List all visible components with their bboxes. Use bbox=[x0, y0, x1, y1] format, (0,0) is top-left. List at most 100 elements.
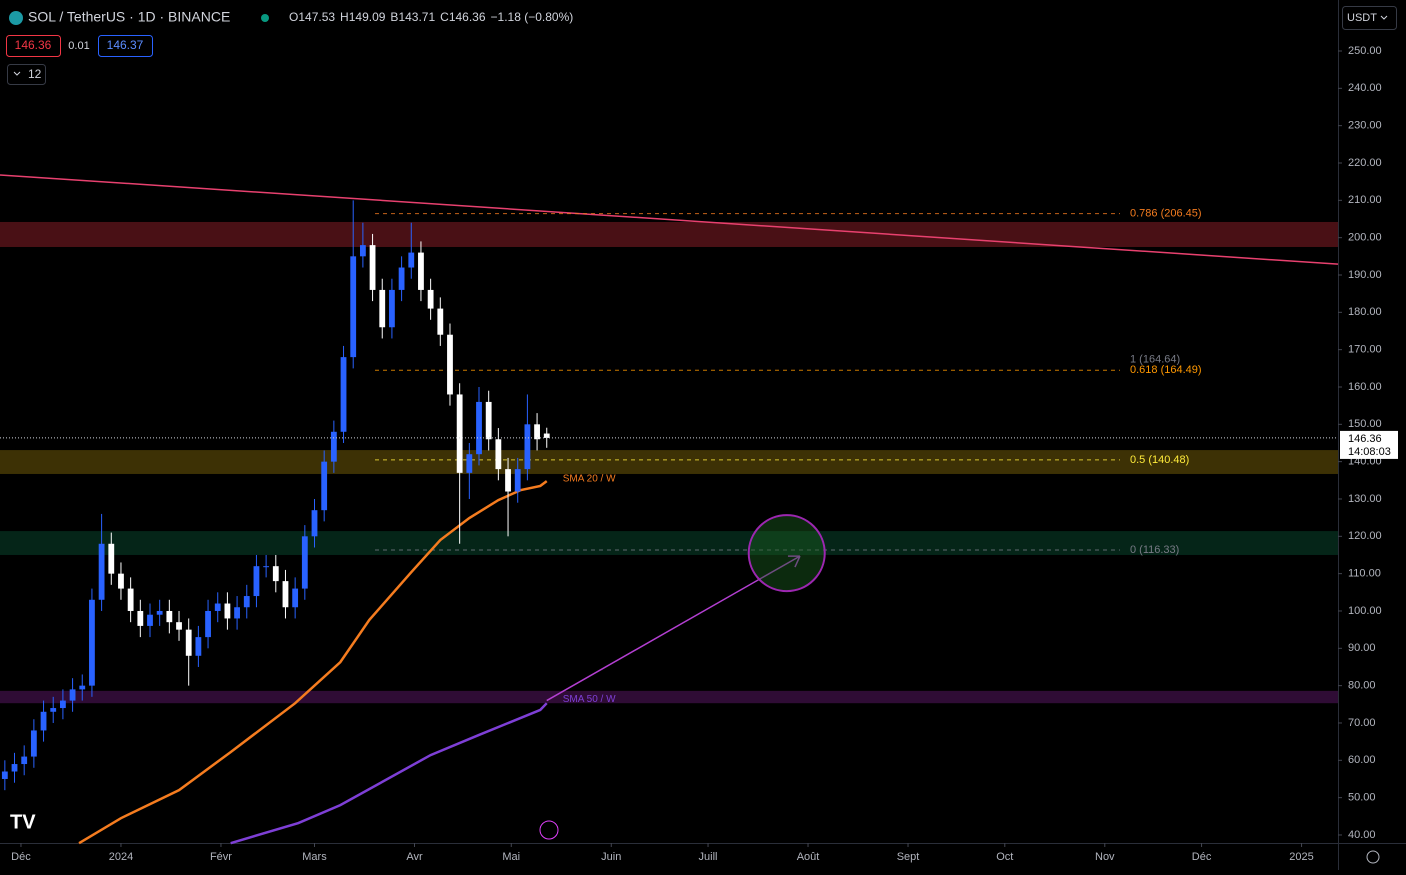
candle-body bbox=[214, 603, 221, 611]
y-tick-label: 40.00 bbox=[1348, 829, 1376, 841]
candle-body bbox=[98, 543, 105, 600]
candle-body bbox=[69, 689, 76, 701]
indicators-count[interactable]: 12 bbox=[28, 67, 42, 81]
candle-body bbox=[543, 433, 550, 438]
candle-body bbox=[495, 439, 502, 470]
spread: 0.01 bbox=[68, 40, 89, 52]
y-tick-label: 150.00 bbox=[1348, 418, 1382, 430]
x-tick-label: Nov bbox=[1095, 851, 1115, 863]
y-tick-label: 70.00 bbox=[1348, 717, 1376, 729]
indicators-toggle[interactable] bbox=[7, 64, 46, 85]
settings-icon[interactable] bbox=[1366, 850, 1380, 864]
candle-body bbox=[359, 245, 366, 257]
candle-body bbox=[456, 394, 463, 473]
candle-body bbox=[466, 454, 473, 473]
y-tick-label: 190.00 bbox=[1348, 269, 1382, 281]
y-tick-label: 120.00 bbox=[1348, 530, 1382, 542]
ohlc-value: 147.53 bbox=[298, 10, 335, 24]
currency[interactable]: USDT bbox=[1347, 12, 1377, 24]
candle-body bbox=[272, 566, 279, 582]
y-tick-label: 160.00 bbox=[1348, 381, 1382, 393]
candle-body bbox=[350, 256, 357, 358]
x-tick-label: 2024 bbox=[109, 851, 133, 863]
candle-body bbox=[224, 603, 231, 619]
last-price-box bbox=[1340, 430, 1398, 459]
ohlc-value: 149.09 bbox=[349, 10, 386, 24]
ohlc-key: H bbox=[340, 10, 349, 24]
candle-body bbox=[127, 588, 134, 611]
x-tick-label: Oct bbox=[996, 851, 1013, 863]
y-tick-label: 100.00 bbox=[1348, 605, 1382, 617]
candle-body bbox=[476, 401, 482, 455]
candle-body bbox=[437, 308, 444, 335]
logo[interactable]: TV bbox=[10, 811, 36, 833]
candle-body bbox=[147, 614, 153, 626]
candle-body bbox=[30, 730, 37, 757]
currency-select[interactable] bbox=[1342, 6, 1397, 30]
events-icon[interactable] bbox=[539, 820, 559, 840]
candle-body bbox=[447, 334, 453, 395]
ohlc-key: B bbox=[390, 10, 398, 24]
candle-body bbox=[369, 245, 376, 290]
target bbox=[747, 514, 826, 593]
bid[interactable]: 146.36 bbox=[15, 38, 52, 52]
candle-body bbox=[282, 581, 289, 608]
sell-button[interactable] bbox=[6, 35, 61, 57]
ask[interactable]: 146.37 bbox=[107, 38, 144, 52]
candle-body bbox=[340, 357, 347, 432]
y-tick-label: 230.00 bbox=[1348, 120, 1382, 132]
candle-body bbox=[505, 469, 511, 492]
candle-body bbox=[263, 566, 270, 568]
candle-body bbox=[292, 588, 299, 608]
candle-body bbox=[243, 596, 250, 608]
x-tick-label: Déc bbox=[1192, 851, 1212, 863]
candle-body bbox=[108, 543, 115, 574]
candle-body bbox=[40, 711, 47, 731]
candle-body bbox=[176, 622, 182, 630]
x-tick-label: Sept bbox=[897, 851, 920, 863]
candle-body bbox=[408, 252, 415, 268]
zone bbox=[0, 531, 1338, 555]
candle-body bbox=[321, 461, 328, 511]
candle-body bbox=[514, 469, 521, 492]
ohlc: O147.53 H149.09 B143.71 C146.36 −1.18 (−0.80… bbox=[289, 10, 573, 24]
candle-body bbox=[166, 610, 173, 623]
arrow bbox=[546, 555, 801, 702]
candle-body bbox=[427, 289, 434, 309]
chevron-icon bbox=[13, 71, 21, 76]
fib-label: 1 (164.64) bbox=[1130, 354, 1180, 366]
fib-label: 0.786 (206.45) bbox=[1130, 207, 1202, 219]
fib-label: 0 (116.33) bbox=[1130, 544, 1179, 556]
fib-label: 0.5 (140.48) bbox=[1130, 454, 1189, 466]
candle-body bbox=[195, 637, 202, 656]
zone bbox=[0, 690, 1338, 704]
candle-body bbox=[185, 629, 192, 656]
x-tick-label: Déc bbox=[11, 851, 31, 863]
candle-body bbox=[234, 607, 240, 619]
y-tick-label: 110.00 bbox=[1348, 568, 1381, 580]
fib-label: 0.618 (164.49) bbox=[1130, 364, 1202, 376]
y-tick-label: 130.00 bbox=[1348, 493, 1382, 505]
candle-body bbox=[485, 401, 492, 440]
symbol[interactable]: SOL / TetherUS · 1D · BINANCE bbox=[28, 9, 230, 25]
last-price-label: 146.36 bbox=[1348, 433, 1382, 445]
candle-body bbox=[311, 510, 318, 537]
sma-label: SMA 20 / W bbox=[563, 474, 616, 485]
change: −1.18 (−0.80%) bbox=[491, 10, 574, 24]
buy-button[interactable] bbox=[98, 35, 153, 57]
candle-body bbox=[21, 756, 28, 765]
candle-body bbox=[524, 424, 531, 470]
trendline bbox=[0, 174, 1339, 265]
candle-body bbox=[59, 700, 66, 709]
y-tick-label: 50.00 bbox=[1348, 792, 1376, 804]
y-tick-label: 210.00 bbox=[1348, 194, 1382, 206]
y-tick-label: 90.00 bbox=[1348, 642, 1376, 654]
candle-body bbox=[137, 610, 144, 626]
y-tick-label: 220.00 bbox=[1348, 157, 1382, 169]
x-tick-label: Mai bbox=[502, 851, 520, 863]
y-tick-label: 180.00 bbox=[1348, 306, 1382, 318]
y-tick-label: 170.00 bbox=[1348, 344, 1382, 356]
y-tick-label: 200.00 bbox=[1348, 232, 1382, 244]
candle-body bbox=[253, 566, 260, 597]
